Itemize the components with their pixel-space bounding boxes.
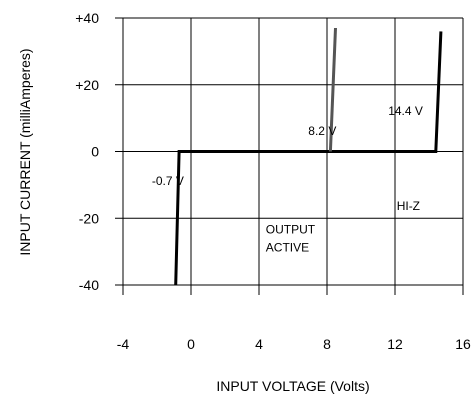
x-tick-label: 8 xyxy=(323,336,331,352)
y-axis-ticks: +40 +20 0 -20 -40 xyxy=(75,10,123,293)
series-line-0 xyxy=(174,31,443,286)
series-lines xyxy=(174,27,443,286)
annotation-label: 14.4 V xyxy=(388,104,423,118)
annotation-label: ACTIVE xyxy=(266,241,309,255)
y-tick-label: +40 xyxy=(75,10,99,26)
y-axis-title: INPUT CURRENT (milliAmperes) xyxy=(17,48,33,255)
x-axis-title: INPUT VOLTAGE (Volts) xyxy=(216,378,369,394)
x-tick-label: -4 xyxy=(117,336,130,352)
x-tick-label: 4 xyxy=(255,336,263,352)
annotation-label: HI-Z xyxy=(397,199,420,213)
y-tick-label: -20 xyxy=(79,210,99,226)
gridlines xyxy=(122,17,464,295)
x-tick-label: 16 xyxy=(455,336,471,352)
annotation-label: -0.7 V xyxy=(152,174,184,188)
y-tick-label: -40 xyxy=(79,277,99,293)
x-tick-label: 0 xyxy=(187,336,195,352)
series-line-1 xyxy=(328,27,337,152)
y-tick-label: 0 xyxy=(91,144,99,160)
x-axis-ticks: -4 0 4 8 12 16 xyxy=(117,285,471,352)
annotation-label: OUTPUT xyxy=(266,222,316,236)
x-tick-label: 12 xyxy=(387,336,403,352)
annotation-label: 8.2 V xyxy=(308,124,336,138)
y-tick-label: +20 xyxy=(75,77,99,93)
annotations: -0.7 V 8.2 V 14.4 V HI-Z OUTPUT ACTIVE xyxy=(152,104,423,255)
